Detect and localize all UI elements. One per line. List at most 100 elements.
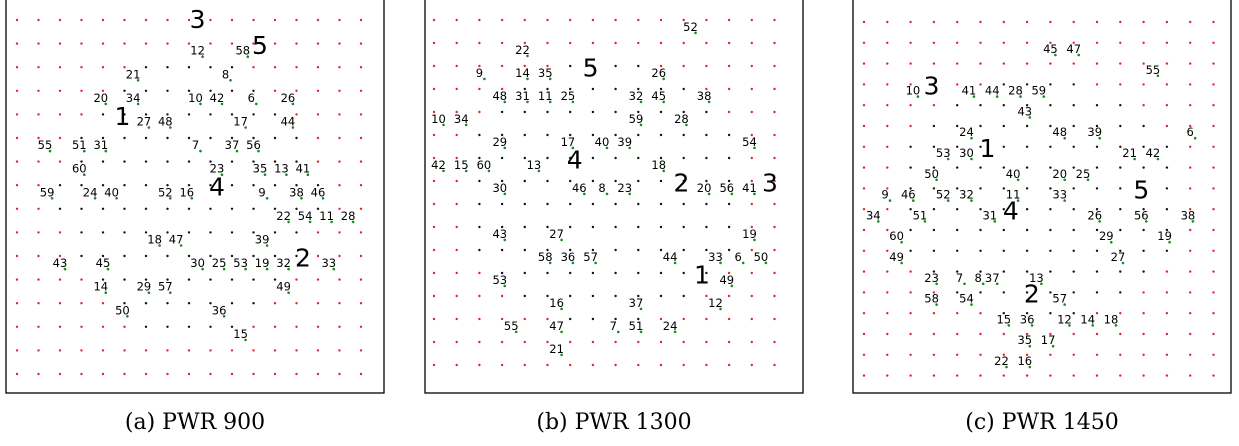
grid-dot: [187, 207, 191, 210]
grid-dot: [1072, 145, 1075, 148]
grid-dot: [1212, 228, 1215, 232]
grid-dot: [1072, 374, 1075, 377]
grid-dot: [727, 294, 731, 298]
assembly-label: 31: [93, 138, 108, 152]
grid-dot: [478, 87, 481, 91]
assembly-label: 14: [515, 66, 530, 80]
grid-dot: [614, 41, 617, 45]
grid-dot: [979, 41, 982, 44]
grid-dot: [252, 66, 255, 69]
grid-dot: [478, 225, 481, 229]
marked-dot: [244, 267, 247, 271]
grid-dot: [123, 160, 126, 163]
grid-dot: [101, 89, 105, 93]
grid-dot: [523, 41, 526, 45]
marked-dot: [464, 169, 468, 173]
grid-dot: [591, 156, 595, 160]
grid-dot: [166, 18, 169, 22]
grid-dot: [727, 133, 731, 137]
grid-dot: [614, 87, 617, 91]
grid-dot: [932, 270, 936, 273]
grid-dot: [979, 353, 982, 356]
assembly-label: 25: [561, 89, 576, 103]
assembly-label: 19: [255, 256, 270, 270]
assembly-label: 34: [454, 112, 469, 126]
grid-dot: [1189, 62, 1192, 65]
marked-dot: [753, 238, 756, 242]
marked-dot: [753, 192, 756, 196]
grid-dot: [123, 136, 126, 140]
grid-dot: [1002, 208, 1005, 211]
marked-dot: [1193, 136, 1197, 140]
grid-dot: [523, 340, 526, 344]
grid-dot: [101, 42, 105, 45]
grid-dot: [614, 248, 617, 252]
grid-dot: [637, 110, 640, 114]
grid-dot: [1142, 124, 1145, 128]
grid-dot: [750, 110, 753, 114]
grid-dot: [1189, 228, 1192, 232]
grid-dot: [862, 291, 866, 294]
grid-dot: [546, 202, 549, 206]
grid-dot: [1212, 270, 1215, 273]
grid-dot: [273, 42, 277, 45]
marked-dot: [201, 267, 204, 271]
grid-dot: [187, 254, 191, 258]
grid-dot: [1049, 124, 1052, 128]
grid-dot: [569, 271, 572, 275]
assembly-label: 10: [906, 84, 921, 98]
marked-dot: [916, 95, 920, 98]
grid-dot: [523, 317, 526, 321]
grid-dot: [1119, 20, 1122, 24]
grid-dot: [58, 113, 62, 116]
grid-dot: [359, 278, 363, 281]
grid-dot: [230, 113, 234, 116]
grid-dot: [166, 66, 169, 69]
grid-dot: [144, 207, 148, 210]
panel-border: [852, 0, 1232, 394]
marked-dot: [246, 55, 250, 58]
grid-dot: [101, 184, 105, 187]
grid-dot: [500, 317, 504, 321]
marked-dot: [970, 136, 973, 140]
assembly-label: 9: [881, 188, 888, 202]
grid-dot: [1142, 353, 1145, 356]
grid-dot: [1119, 166, 1122, 169]
marked-dot: [306, 173, 310, 176]
grid-dot: [209, 349, 212, 352]
grid-dot: [1002, 270, 1005, 273]
grid-dot: [478, 317, 481, 321]
marked-dot: [526, 77, 529, 81]
grid-dot: [252, 113, 255, 116]
grid-dot: [252, 160, 255, 163]
grid-dot: [909, 353, 912, 356]
grid-dot: [1119, 374, 1122, 377]
marked-dot: [503, 192, 507, 196]
grid-dot: [773, 64, 776, 68]
grid-dot: [909, 228, 912, 232]
grid-dot: [359, 136, 363, 140]
assembly-label: 44: [985, 84, 1000, 98]
assembly-label: 29: [137, 280, 152, 294]
grid-dot: [144, 184, 148, 187]
grid-dot: [979, 208, 982, 211]
marked-dot: [995, 282, 999, 286]
marked-dot: [483, 77, 486, 81]
grid-dot: [705, 202, 708, 206]
grid-dot: [252, 89, 255, 93]
grid-dot: [1142, 62, 1145, 65]
grid-dot: [886, 353, 889, 356]
marked-dot: [560, 330, 563, 334]
grid-dot: [1072, 62, 1075, 65]
grid-dot: [1142, 41, 1145, 44]
grid-dot: [1119, 187, 1122, 190]
marked-dot: [605, 192, 609, 196]
marked-dot: [995, 95, 999, 98]
grid-dot: [1002, 187, 1005, 190]
grid-dot: [932, 187, 936, 190]
assembly-label: 21: [1122, 146, 1137, 160]
grid-dot: [705, 133, 708, 137]
grid-dot: [659, 179, 663, 183]
assembly-label: 39: [255, 233, 270, 247]
grid-dot: [909, 166, 912, 169]
